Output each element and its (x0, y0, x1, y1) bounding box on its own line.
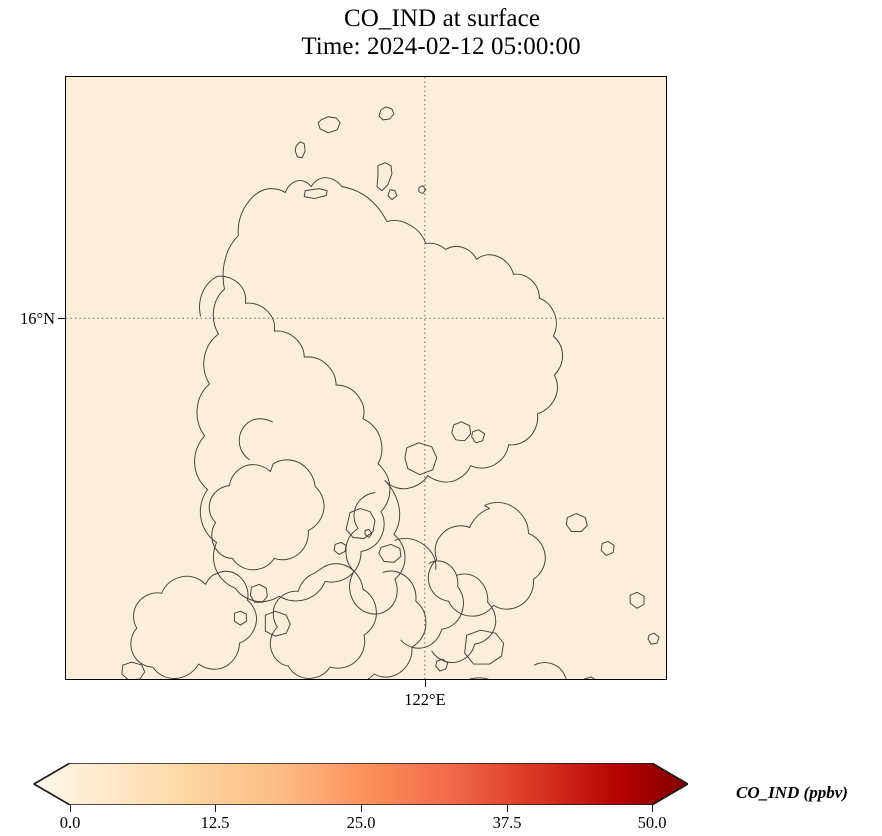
figure-title: CO_IND at surface Time: 2024-02-12 05:00… (0, 5, 882, 61)
xtick-mark-122e (425, 680, 427, 687)
coastline-luzon-east (341, 186, 564, 490)
cbar-tick-0 (70, 805, 72, 812)
colorbar: 0.0 12.5 25.0 37.5 50.0 CO_IND (ppbv) (0, 755, 882, 836)
map-plot-area (65, 76, 667, 680)
coastline-luzon-west (194, 177, 391, 603)
xtick-label-122e: 122°E (404, 690, 446, 709)
colorbar-gradient-bar (33, 763, 688, 805)
title-line-time: Time: 2024-02-12 05:00:00 (301, 33, 581, 60)
cbar-tick-1 (215, 805, 217, 812)
cbar-tick-3 (507, 805, 509, 812)
cbar-ticklabel-1: 12.5 (200, 813, 230, 832)
title-line-variable: CO_IND at surface (343, 5, 541, 32)
ytick-mark-16n (58, 318, 65, 320)
cbar-ticklabel-2: 25.0 (346, 813, 376, 832)
coastline-layer (121, 106, 660, 679)
co-concentration-field (66, 77, 666, 679)
colorbar-label: CO_IND (ppbv) (736, 783, 848, 802)
cbar-ticklabel-0: 0.0 (59, 813, 81, 832)
cbar-ticklabel-3: 37.5 (492, 813, 522, 832)
cbar-tick-2 (361, 805, 363, 812)
ytick-label-16n: 16°N (19, 309, 55, 328)
cbar-tick-4 (652, 805, 654, 812)
cbar-ticklabel-4: 50.0 (637, 813, 667, 832)
gridlines-layer (66, 77, 666, 679)
